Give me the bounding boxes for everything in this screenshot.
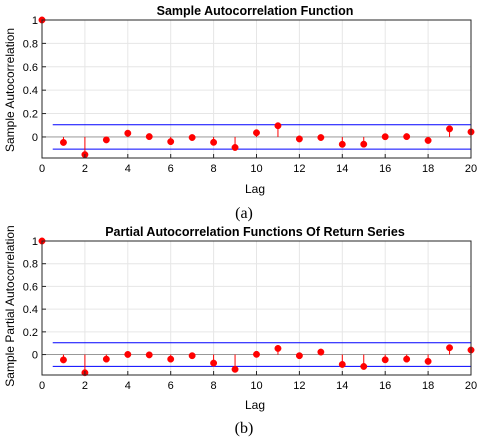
x-tick-label: 12: [293, 163, 305, 175]
data-point: [317, 134, 325, 141]
y-tick-label: 1: [32, 236, 38, 248]
data-point: [210, 359, 218, 367]
x-axis-label: Lag: [245, 182, 265, 196]
data-point: [295, 352, 303, 360]
y-tick-label: 0.8: [23, 259, 38, 271]
data-point: [381, 133, 389, 141]
y-tick-label: 0.6: [23, 62, 38, 74]
y-tick-label: 1: [32, 15, 38, 27]
data-point: [102, 136, 110, 144]
data-point: [210, 138, 218, 146]
data-point: [253, 350, 260, 358]
data-point: [102, 355, 110, 363]
data-point: [317, 348, 325, 356]
data-point: [124, 129, 132, 137]
data-point: [60, 138, 67, 146]
data-point: [231, 144, 239, 151]
x-tick-label: 0: [39, 380, 45, 392]
caption: (a): [235, 205, 253, 222]
data-point: [188, 352, 196, 360]
x-tick-label: 18: [422, 163, 434, 175]
x-tick-label: 8: [211, 380, 217, 392]
data-point: [167, 355, 175, 363]
x-tick-label: 6: [168, 163, 174, 175]
x-tick-label: 10: [250, 163, 262, 175]
data-point: [446, 125, 453, 133]
caption: (b): [235, 420, 254, 437]
x-tick-label: 18: [422, 380, 434, 392]
x-tick-label: 6: [168, 380, 174, 392]
y-tick-label: 0.4: [23, 85, 38, 97]
data-point: [360, 363, 368, 370]
data-point: [381, 356, 389, 364]
data-point: [253, 129, 260, 137]
data-point: [403, 355, 411, 363]
y-tick-label: 0: [32, 350, 38, 362]
data-point: [188, 134, 196, 141]
y-tick-label: 0.8: [23, 38, 38, 50]
chart-title: Partial Autocorrelation Functions Of Ret…: [105, 225, 405, 239]
y-axis-label: Sample Autocorrelation: [3, 28, 17, 152]
data-point: [338, 360, 346, 368]
y-tick-label: 0.2: [23, 109, 38, 121]
x-tick-label: 20: [465, 380, 477, 392]
data-point: [446, 344, 453, 352]
x-tick-label: 14: [336, 380, 348, 392]
x-tick-label: 2: [82, 380, 88, 392]
data-point: [295, 135, 303, 143]
data-point: [338, 140, 346, 148]
x-tick-label: 16: [379, 163, 391, 175]
y-tick-label: 0.6: [23, 281, 38, 293]
data-point: [60, 356, 67, 364]
chart-title: Sample Autocorrelation Function: [157, 4, 354, 18]
acf-chart: Sample Autocorrelation Function Sample A…: [3, 4, 477, 222]
x-tick-label: 0: [39, 163, 45, 175]
pacf-chart: Partial Autocorrelation Functions Of Ret…: [3, 225, 477, 437]
y-tick-label: 0: [32, 132, 38, 144]
data-point: [274, 344, 282, 352]
data-point: [231, 365, 239, 373]
data-point: [145, 133, 153, 141]
data-point: [360, 140, 368, 148]
x-tick-label: 8: [211, 163, 217, 175]
x-tick-label: 4: [125, 163, 131, 175]
x-tick-label: 12: [293, 380, 305, 392]
x-tick-label: 14: [336, 163, 348, 175]
data-point: [124, 350, 132, 358]
x-tick-label: 16: [379, 380, 391, 392]
data-point: [403, 133, 411, 141]
data-point: [274, 122, 282, 130]
data-point: [424, 357, 432, 365]
data-point: [424, 137, 432, 144]
x-tick-label: 2: [82, 163, 88, 175]
x-tick-label: 10: [250, 380, 262, 392]
y-tick-label: 0.2: [23, 327, 38, 339]
y-axis-label: Sample Partial Autocorrelation: [3, 225, 17, 386]
y-tick-label: 0.4: [23, 304, 38, 316]
data-point: [167, 138, 175, 146]
x-tick-label: 4: [125, 380, 131, 392]
data-point: [145, 351, 153, 359]
x-axis-label: Lag: [245, 398, 265, 412]
x-tick-label: 20: [465, 163, 477, 175]
